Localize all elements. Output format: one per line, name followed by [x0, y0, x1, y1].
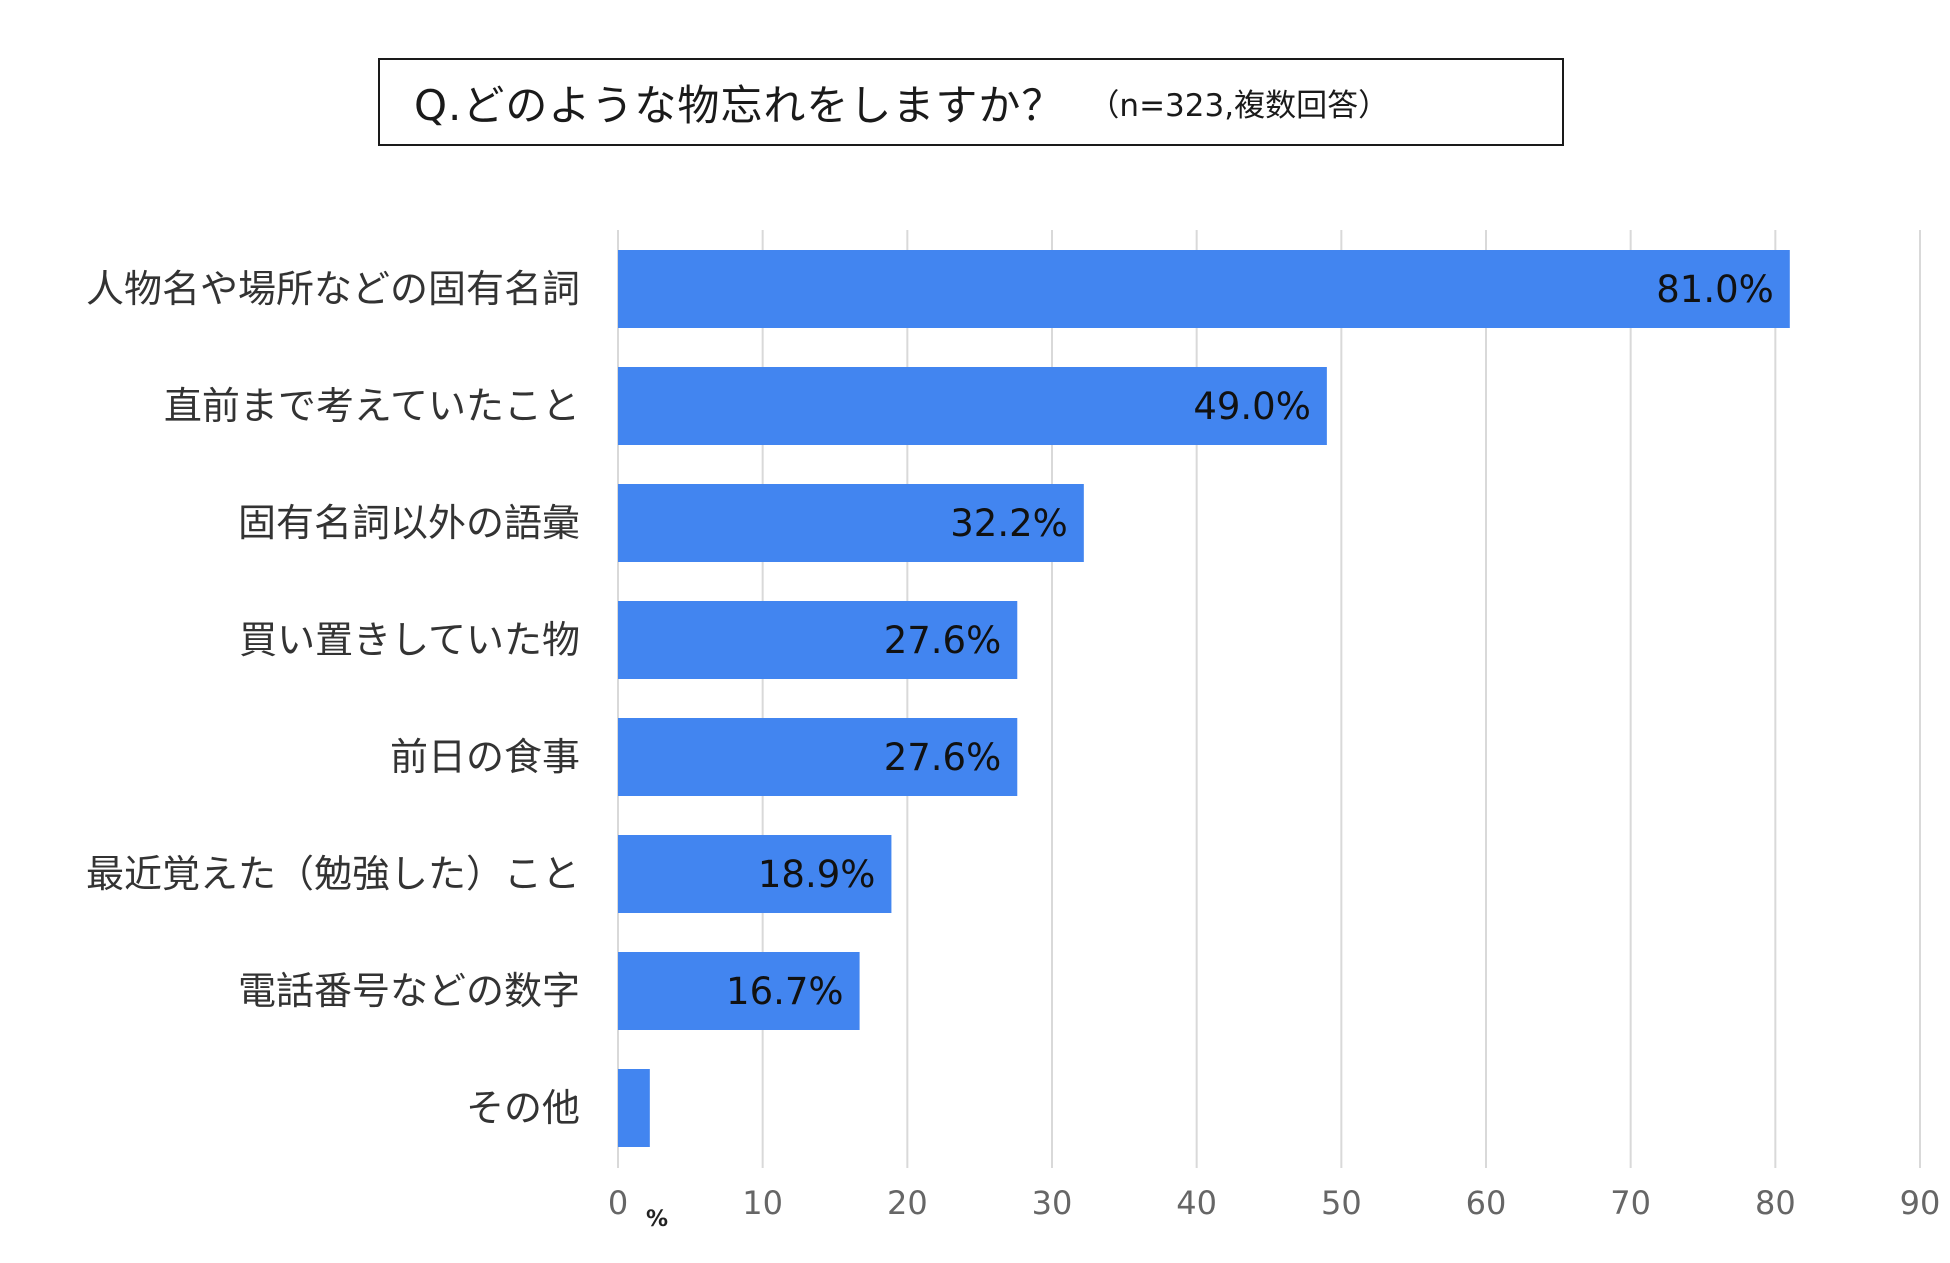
bar: [618, 601, 1018, 679]
x-tick-label: 20: [887, 1184, 928, 1222]
data-label: 27.6%: [884, 736, 1002, 779]
category-label: 直前まで考えていたこと: [164, 384, 580, 428]
category-label: 固有名詞以外の語彙: [238, 501, 580, 545]
data-label: 81.0%: [1656, 268, 1774, 311]
chart-title-box: Q.どのような物忘れをしますか？ （n=323,複数回答）: [378, 58, 1564, 146]
category-label: 電話番号などの数字: [238, 969, 580, 1013]
x-tick-label: 10: [742, 1184, 783, 1222]
bar: [618, 367, 1327, 445]
category-label: 最近覚えた（勉強した）こと: [86, 852, 580, 896]
data-label: 18.9%: [758, 853, 876, 896]
gridlines: [617, 230, 1921, 1168]
data-label: 27.6%: [884, 619, 1002, 662]
x-axis-unit: %: [646, 1207, 668, 1232]
bar: [618, 484, 1084, 562]
bar: [618, 952, 860, 1030]
bar: [618, 250, 1790, 328]
chart-title: Q.どのような物忘れをしますか？: [414, 80, 1065, 130]
category-label: 前日の食事: [390, 735, 580, 779]
bar: [618, 835, 892, 913]
x-tick-label: 0: [608, 1184, 628, 1222]
x-tick-label: 50: [1321, 1184, 1362, 1222]
x-tick-label: 90: [1900, 1184, 1941, 1222]
category-label: 人物名や場所などの固有名詞: [86, 267, 580, 311]
x-tick-label: 30: [1032, 1184, 1073, 1222]
x-tick-label: 80: [1755, 1184, 1796, 1222]
data-label: 16.7%: [726, 970, 844, 1013]
x-tick-label: 60: [1466, 1184, 1507, 1222]
category-labels: 人物名や場所などの固有名詞直前まで考えていたこと固有名詞以外の語彙買い置きしてい…: [86, 267, 580, 1130]
bar: [618, 718, 1018, 796]
bars: [618, 250, 1790, 1147]
bar: [618, 1069, 650, 1147]
x-tick-label: 70: [1610, 1184, 1651, 1222]
x-axis-ticks: 0 10 20 30 40 50 60 70 80 90: [608, 1184, 1941, 1222]
data-labels: 81.0% 49.0% 32.2% 27.6% 27.6% 18.9% 16.7%: [726, 268, 1774, 1013]
data-label: 49.0%: [1193, 385, 1311, 428]
chart-subtitle: （n=323,複数回答）: [1088, 87, 1390, 124]
category-label: その他: [466, 1086, 580, 1130]
data-label: 32.2%: [950, 502, 1068, 545]
category-label: 買い置きしていた物: [239, 618, 580, 662]
x-tick-label: 40: [1176, 1184, 1217, 1222]
